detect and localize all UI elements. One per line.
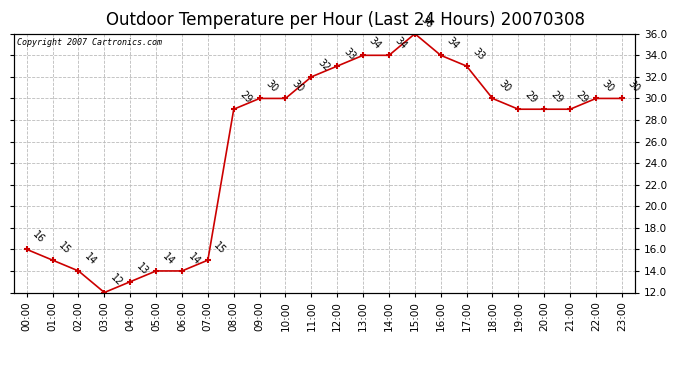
Text: 29: 29 bbox=[238, 89, 254, 105]
Text: Outdoor Temperature per Hour (Last 24 Hours) 20070308: Outdoor Temperature per Hour (Last 24 Ho… bbox=[106, 11, 584, 29]
Text: 30: 30 bbox=[497, 78, 513, 94]
Text: 29: 29 bbox=[549, 89, 564, 105]
Text: 12: 12 bbox=[108, 273, 124, 288]
Text: 34: 34 bbox=[393, 35, 409, 51]
Text: 34: 34 bbox=[367, 35, 383, 51]
Text: 16: 16 bbox=[31, 230, 47, 245]
Text: 14: 14 bbox=[186, 251, 202, 267]
Text: 32: 32 bbox=[315, 57, 331, 73]
Text: 14: 14 bbox=[83, 251, 99, 267]
Text: 14: 14 bbox=[160, 251, 176, 267]
Text: 36: 36 bbox=[419, 14, 435, 30]
Text: 15: 15 bbox=[57, 240, 72, 256]
Text: 15: 15 bbox=[212, 240, 228, 256]
Text: 30: 30 bbox=[600, 78, 616, 94]
Text: 29: 29 bbox=[522, 89, 538, 105]
Text: 33: 33 bbox=[471, 46, 486, 62]
Text: Copyright 2007 Cartronics.com: Copyright 2007 Cartronics.com bbox=[17, 38, 162, 46]
Text: 34: 34 bbox=[445, 35, 461, 51]
Text: 30: 30 bbox=[264, 78, 279, 94]
Text: 29: 29 bbox=[574, 89, 590, 105]
Text: 30: 30 bbox=[626, 78, 642, 94]
Text: 13: 13 bbox=[135, 262, 150, 278]
Text: 33: 33 bbox=[342, 46, 357, 62]
Text: 30: 30 bbox=[290, 78, 306, 94]
